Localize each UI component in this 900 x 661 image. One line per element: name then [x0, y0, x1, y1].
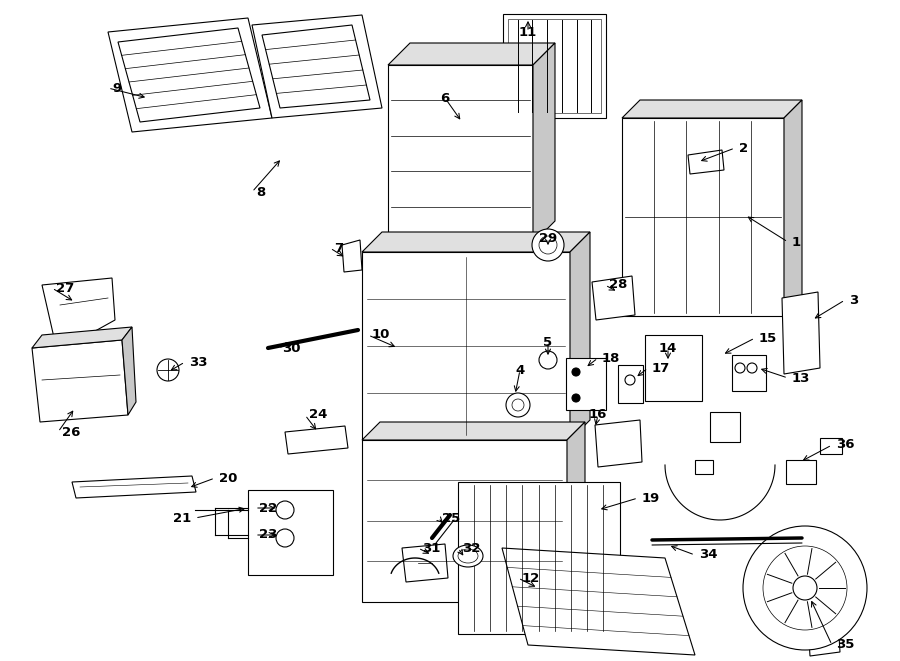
Ellipse shape	[453, 545, 483, 567]
Polygon shape	[108, 18, 272, 132]
Bar	[388, 65, 533, 243]
Polygon shape	[42, 278, 115, 342]
Bar	[508, 19, 601, 113]
Bar	[362, 252, 570, 440]
Text: 18: 18	[602, 352, 620, 364]
Text: 22: 22	[259, 502, 277, 514]
Text: 23: 23	[259, 529, 277, 541]
Circle shape	[532, 229, 564, 261]
Text: 19: 19	[642, 492, 661, 504]
Bar	[458, 482, 620, 634]
Text: 26: 26	[62, 426, 80, 438]
Bar	[622, 118, 784, 316]
Polygon shape	[533, 43, 555, 243]
Circle shape	[157, 359, 179, 381]
Text: 17: 17	[652, 362, 670, 375]
Polygon shape	[362, 232, 590, 252]
Circle shape	[572, 368, 580, 376]
Text: 34: 34	[699, 549, 717, 561]
Text: 33: 33	[189, 356, 208, 368]
Polygon shape	[688, 150, 724, 174]
Text: 5: 5	[544, 336, 553, 348]
Polygon shape	[32, 340, 128, 422]
Text: 36: 36	[836, 438, 854, 451]
Bar	[618, 365, 643, 403]
Polygon shape	[784, 100, 802, 316]
Polygon shape	[342, 240, 362, 272]
Text: 8: 8	[256, 186, 266, 198]
Polygon shape	[285, 426, 348, 454]
Text: 32: 32	[462, 541, 481, 555]
Polygon shape	[782, 292, 820, 374]
Text: 10: 10	[372, 329, 391, 342]
Bar	[695, 460, 713, 474]
Circle shape	[572, 394, 580, 402]
Polygon shape	[72, 476, 196, 498]
Text: 7: 7	[334, 241, 343, 254]
Bar	[503, 14, 606, 118]
Polygon shape	[252, 15, 382, 118]
Bar	[786, 460, 816, 484]
Polygon shape	[402, 544, 448, 582]
Text: 11: 11	[519, 26, 537, 38]
Polygon shape	[502, 548, 695, 655]
Polygon shape	[592, 276, 635, 320]
Text: 3: 3	[849, 293, 859, 307]
Text: 1: 1	[792, 235, 801, 249]
Polygon shape	[388, 43, 555, 65]
Text: 25: 25	[442, 512, 460, 524]
Polygon shape	[595, 420, 642, 467]
Text: 31: 31	[422, 541, 440, 555]
Text: 2: 2	[739, 141, 748, 155]
Bar	[566, 358, 606, 410]
Circle shape	[506, 393, 530, 417]
Text: 21: 21	[173, 512, 191, 524]
Text: 6: 6	[440, 91, 450, 104]
Polygon shape	[32, 327, 132, 348]
Text: 12: 12	[522, 572, 540, 584]
Bar	[362, 440, 567, 602]
Circle shape	[625, 375, 635, 385]
Bar	[732, 355, 766, 391]
Text: 16: 16	[589, 408, 608, 422]
Bar	[248, 490, 333, 575]
Bar	[710, 412, 740, 442]
Text: 15: 15	[759, 332, 778, 344]
Polygon shape	[570, 232, 590, 440]
Text: 29: 29	[539, 231, 557, 245]
Text: 35: 35	[836, 639, 854, 652]
Text: 30: 30	[282, 342, 301, 354]
Circle shape	[747, 363, 757, 373]
Text: 27: 27	[56, 282, 74, 295]
Polygon shape	[362, 422, 585, 440]
Text: 13: 13	[792, 371, 810, 385]
Circle shape	[793, 576, 817, 600]
Text: 28: 28	[609, 278, 627, 292]
Polygon shape	[808, 620, 840, 656]
Text: 9: 9	[112, 81, 122, 95]
Circle shape	[743, 526, 867, 650]
Polygon shape	[567, 422, 585, 602]
Text: 4: 4	[516, 364, 525, 377]
Text: 20: 20	[219, 471, 238, 485]
Circle shape	[539, 351, 557, 369]
Bar	[645, 335, 702, 401]
Text: 24: 24	[309, 408, 328, 422]
Polygon shape	[122, 327, 136, 415]
Polygon shape	[622, 100, 802, 118]
Circle shape	[735, 363, 745, 373]
Bar	[820, 438, 842, 454]
Text: 14: 14	[659, 342, 677, 354]
